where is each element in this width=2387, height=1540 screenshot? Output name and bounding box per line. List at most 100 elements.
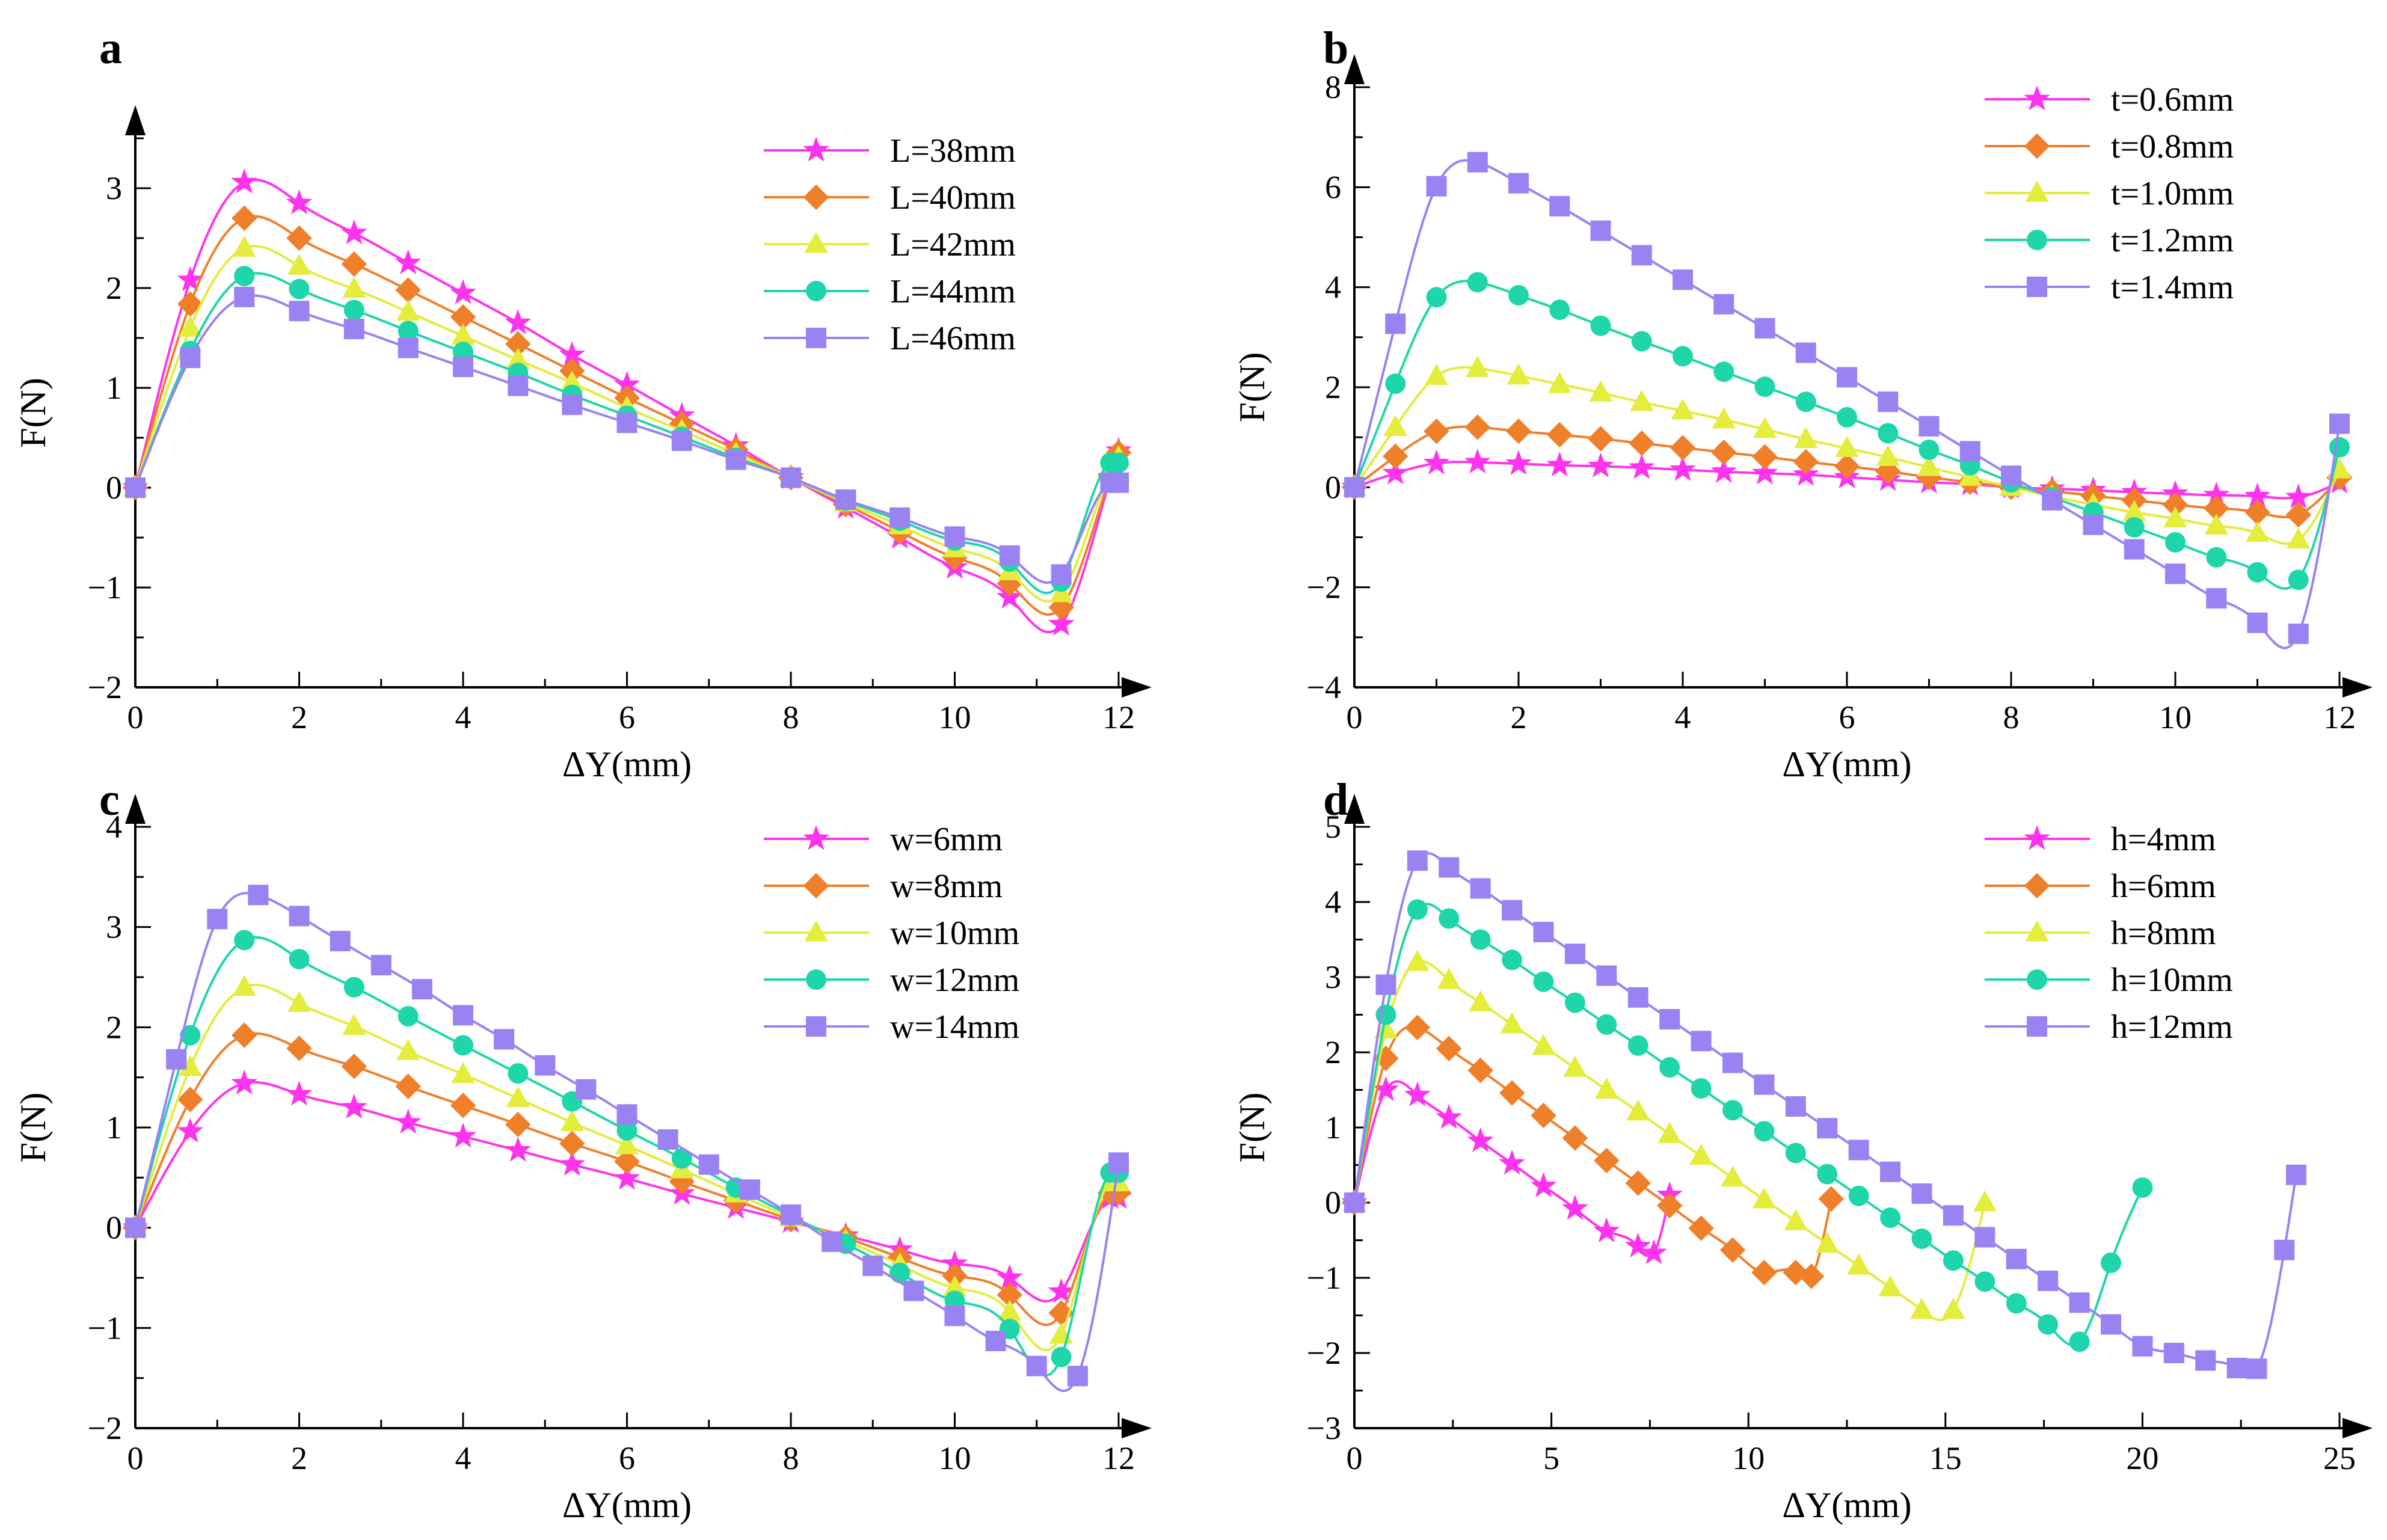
panel-d-series-0-point xyxy=(1436,1103,1463,1129)
panel-c-series-0-point xyxy=(613,1165,641,1190)
panel-c-legend-label: w=8mm xyxy=(890,868,1003,905)
panel-c-series-0-point xyxy=(559,1150,585,1176)
panel-d-series-4-point xyxy=(2006,1248,2027,1269)
panel-d-series-3-point xyxy=(2100,1253,2121,1273)
panel-b-series-2-point xyxy=(1507,363,1531,385)
panel-a-legend-label: L=42mm xyxy=(890,226,1016,263)
panel-d-series-1-point xyxy=(1467,1057,1493,1084)
panel-a-series-2-point xyxy=(232,236,256,257)
panel-b-y-tick-label: −4 xyxy=(1307,669,1341,705)
panel-a-series-4-point xyxy=(725,449,746,470)
panel-b-series-1-point xyxy=(2204,495,2229,521)
panel-d-series-2-point xyxy=(1784,1209,1808,1230)
panel-a-y-axis-title: F(N) xyxy=(13,378,53,448)
panel-c-series-3-point xyxy=(398,1006,419,1026)
panel-c-y-tick-label: 0 xyxy=(106,1210,122,1246)
panel-a-series-4-point xyxy=(453,357,473,378)
panel-c-series-4 xyxy=(125,885,1129,1392)
panel-b-y-tick-label: 0 xyxy=(1325,469,1341,505)
panel-c-series-4-point xyxy=(207,909,228,930)
panel-b-y-tick-label: 4 xyxy=(1325,269,1341,305)
panel-a-series-0-point xyxy=(450,279,476,304)
panel-c-series-1-point xyxy=(559,1130,585,1156)
panel-b-series-4-point xyxy=(1673,269,1693,290)
panel-b-series-4-point xyxy=(2001,465,2021,486)
panel-b-x-tick-label: 2 xyxy=(1511,699,1527,735)
panel-a-series-2-point xyxy=(396,299,420,321)
panel-d-series-4-point xyxy=(1533,922,1554,942)
panel-a-series-3-point xyxy=(234,266,255,287)
panel-c-series-1-point xyxy=(997,1282,1023,1308)
panel-d-series-3-point xyxy=(1691,1078,1712,1099)
panel-d-series-3-point xyxy=(2069,1331,2090,1352)
panel-c-series-2-point xyxy=(287,990,312,1012)
panel-d-series-3-point xyxy=(1627,1035,1648,1056)
panel-b-legend: t=0.6mm t=0.8mm t=1.0mm t=1.2mm t=1.4mm xyxy=(1985,81,2234,306)
panel-d-series-0-point xyxy=(1404,1081,1431,1106)
panel-c-series-0-point xyxy=(286,1081,313,1106)
panel-b-series-2-point xyxy=(1547,372,1571,393)
panel-b-series-3-point xyxy=(1631,331,1652,352)
panel-b-series-3-point xyxy=(1508,284,1529,305)
panel-b-series-2-point xyxy=(2163,506,2187,528)
panel-c-series-4-point xyxy=(781,1204,801,1225)
panel-b-series-1-point xyxy=(1834,453,1860,479)
panel-b-series-3-point xyxy=(1919,439,1940,460)
panel-c-legend-marker xyxy=(803,873,829,899)
panel-b: b0 2 4 6 8 10 12−4−202468ΔY(mm)F(N)t=0.6mmt=0.… xyxy=(1232,23,2373,784)
panel-d-legend-label: h=4mm xyxy=(2111,821,2216,858)
panel-d-x-tick-label: 10 xyxy=(1732,1440,1765,1476)
panel-a-x-axis-title: ΔY(mm) xyxy=(562,744,692,784)
panel-d-y-axis-arrow xyxy=(1344,794,1365,824)
panel-d-series-3-point xyxy=(2132,1177,2153,1198)
panel-c-series-4-point xyxy=(944,1305,965,1327)
panel-b-series-0-point xyxy=(1505,450,1532,475)
panel-c-series-4-point xyxy=(494,1029,515,1050)
panel-b-series-1-point xyxy=(1547,422,1573,448)
panel-c-y-tick-label: 3 xyxy=(106,909,122,945)
panel-d-series-4-point xyxy=(1439,857,1460,878)
panel-d-series-1-point xyxy=(1404,1014,1431,1040)
panel-d-series-3-point xyxy=(1785,1143,1806,1164)
panel-b-series-0-point xyxy=(1546,451,1573,477)
panel-d-y-tick-label: −1 xyxy=(1307,1260,1341,1296)
panel-b-series-0-point xyxy=(2244,482,2271,508)
panel-c-series-3-point xyxy=(453,1035,473,1056)
panel-a-x-tick-label: 12 xyxy=(1102,699,1135,735)
panel-d-series-4-point xyxy=(2069,1292,2090,1313)
panel-c-x-axis-title: ΔY(mm) xyxy=(562,1485,692,1525)
panel-c-y-tick-label: 1 xyxy=(106,1109,122,1146)
panel-b-series-3-point xyxy=(1590,315,1611,336)
panel-b-series-2-point xyxy=(2287,527,2311,549)
panel-a-series-4-point xyxy=(889,507,911,528)
panel-d-y-tick-label: −3 xyxy=(1307,1410,1341,1446)
panel-d-series-4-point xyxy=(1754,1074,1775,1095)
panel-b-series-1-point xyxy=(1670,435,1696,461)
panel-c-series-1-point xyxy=(450,1093,476,1118)
panel-a-series-2-point xyxy=(560,370,584,392)
panel-d-series-1-point xyxy=(1656,1192,1683,1219)
panel-d-series-4-point xyxy=(2163,1343,2184,1363)
panel-c-legend-label: w=14mm xyxy=(890,1008,1019,1046)
panel-b-series-0-point xyxy=(1382,459,1409,485)
panel-d-series-3-point xyxy=(2038,1314,2059,1335)
panel-b-series-3-point xyxy=(1549,299,1570,321)
panel-d-series-4-point xyxy=(2226,1358,2247,1378)
panel-d-y-tick-label: 5 xyxy=(1325,809,1341,845)
panel-d-series-1-point xyxy=(1719,1237,1746,1263)
panel-a-series-4-point xyxy=(999,545,1020,566)
panel-d-series-4-point xyxy=(2285,1164,2306,1185)
panel-b-series-4-point xyxy=(2329,413,2350,434)
panel-b-series-4 xyxy=(1344,152,2350,649)
panel-c-series-4-point xyxy=(985,1331,1006,1351)
panel-a-x-tick-label: 6 xyxy=(619,699,635,735)
panel-b-series-3-point xyxy=(2124,517,2145,538)
panel-c-series-4-point xyxy=(1108,1152,1129,1173)
panel-d-y-tick-label: 4 xyxy=(1325,884,1341,920)
panel-b-y-axis-title: F(N) xyxy=(1232,352,1272,423)
panel-a-legend-label: L=44mm xyxy=(890,273,1016,310)
panel-c-x-tick-label: 8 xyxy=(783,1440,799,1476)
panel-b-series-3-line xyxy=(1353,280,2341,590)
panel-b-y-tick-label: 2 xyxy=(1325,369,1341,405)
panel-d-series-3-point xyxy=(1564,992,1585,1013)
